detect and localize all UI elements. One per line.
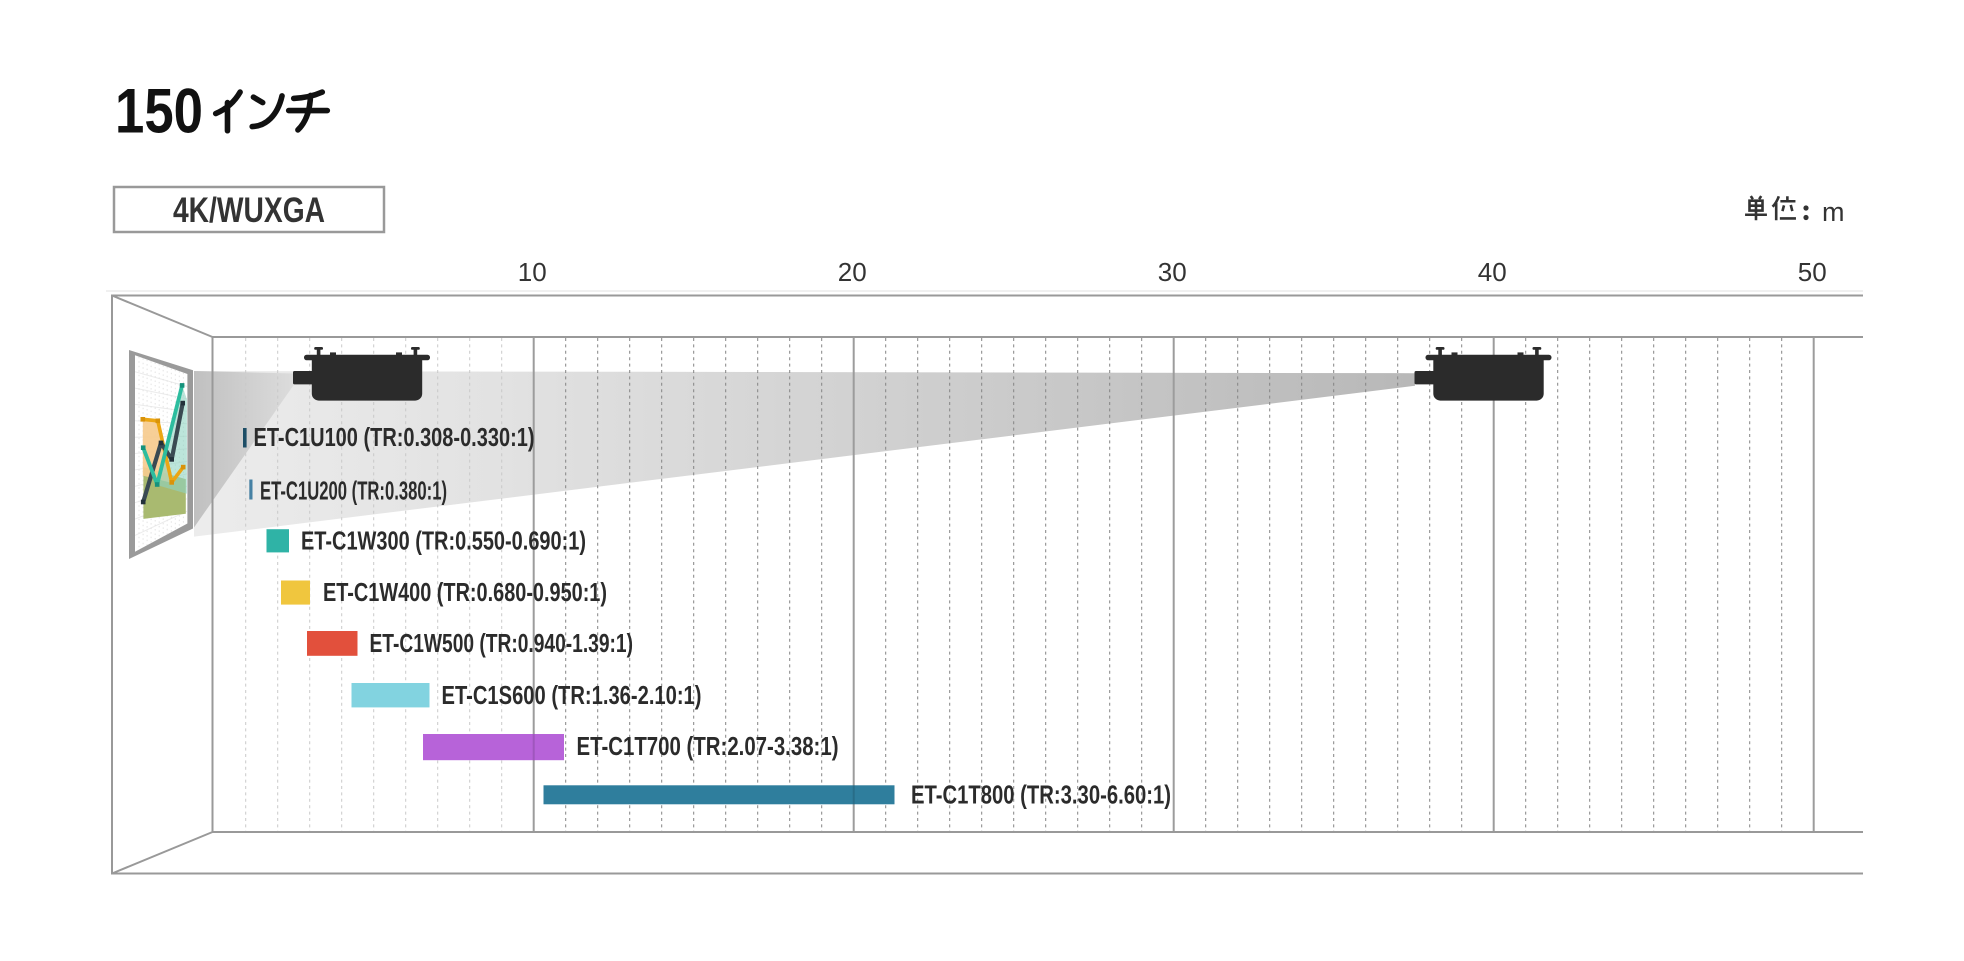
svg-text:ET-C1T700 (TR:2.07-3.38:1): ET-C1T700 (TR:2.07-3.38:1) (577, 733, 839, 761)
svg-text:10: 10 (518, 257, 547, 287)
svg-text:ET-C1U100 (TR:0.308-0.330:1): ET-C1U100 (TR:0.308-0.330:1) (254, 424, 535, 452)
svg-text:ET-C1W500 (TR:0.940-1.39:1): ET-C1W500 (TR:0.940-1.39:1) (370, 630, 634, 658)
svg-text:4K/WUXGA: 4K/WUXGA (173, 191, 325, 230)
svg-text:ET-C1S600 (TR:1.36-2.10:1): ET-C1S600 (TR:1.36-2.10:1) (442, 682, 702, 710)
svg-text:ET-C1U200 (TR:0.380:1): ET-C1U200 (TR:0.380:1) (260, 477, 447, 505)
svg-text:ET-C1W400 (TR:0.680-0.950:1): ET-C1W400 (TR:0.680-0.950:1) (323, 579, 607, 607)
svg-text:50: 50 (1798, 257, 1827, 287)
svg-text:ET-C1W300 (TR:0.550-0.690:1): ET-C1W300 (TR:0.550-0.690:1) (301, 528, 586, 556)
svg-text:150: 150 (115, 77, 203, 147)
svg-text:40: 40 (1478, 257, 1507, 287)
svg-text:30: 30 (1158, 257, 1187, 287)
svg-text:ET-C1T800 (TR:3.30-6.60:1): ET-C1T800 (TR:3.30-6.60:1) (911, 782, 1171, 810)
svg-text:m: m (1822, 197, 1845, 227)
svg-text:20: 20 (838, 257, 867, 287)
